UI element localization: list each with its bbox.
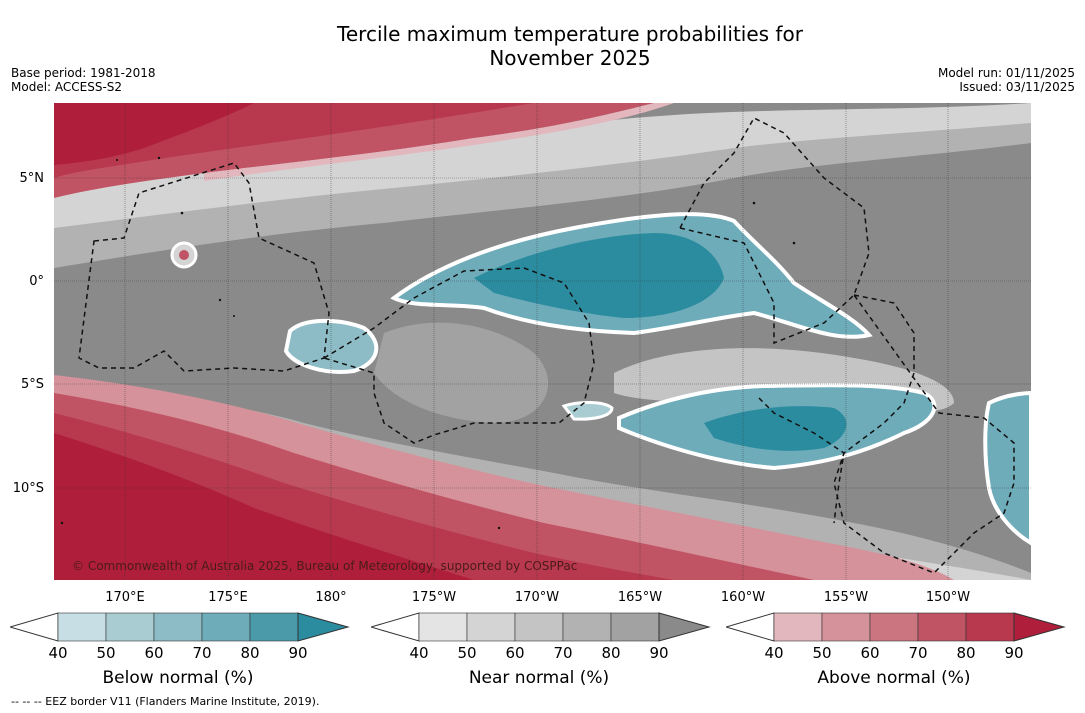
colorbar-above-seg-1 — [773, 612, 823, 642]
colorbar-above-seg-3 — [869, 612, 919, 642]
colorbar-below-seg-5 — [249, 612, 299, 642]
colorbar-near-seg-4 — [562, 612, 612, 642]
cbar-below-label: 70 — [192, 644, 212, 662]
map-svg — [54, 103, 1031, 580]
cbar-above-label: 60 — [860, 644, 880, 662]
base-period: Base period: 1981-2018 — [11, 66, 156, 80]
lon-tick-160w: 160°W — [720, 590, 766, 605]
cbar-below-label: 80 — [240, 644, 260, 662]
cbar-near-label: 70 — [553, 644, 573, 662]
meta-right: Model run: 01/11/2025 Issued: 03/11/2025 — [938, 66, 1075, 94]
probability-map — [54, 103, 1031, 580]
colorbar-near-seg-3 — [514, 612, 564, 642]
title-line-1: Tercile maximum temperature probabilitie… — [337, 22, 803, 46]
model-run: Model run: 01/11/2025 — [937, 66, 1075, 80]
colorbar-below-svg — [8, 612, 350, 642]
colorbar-above-normal — [724, 612, 1066, 646]
colorbar-below-seg-2 — [105, 612, 155, 642]
lat-tick-5n: 5°N — [19, 171, 45, 186]
red-north-light — [204, 103, 674, 181]
colorbar-near-overflow — [658, 612, 711, 642]
colorbar-near-underflow — [369, 612, 420, 642]
eez-footnote: -- -- -- EEZ border V11 (Flanders Marine… — [11, 695, 320, 708]
cbar-above-label: 90 — [1004, 644, 1024, 662]
lon-tick-150w: 150°W — [925, 590, 971, 605]
grey-patch-mid — [374, 322, 549, 423]
model-name: Model: ACCESS-S2 — [11, 80, 123, 94]
copyright-notice: © Commonwealth of Australia 2025, Bureau… — [72, 559, 578, 573]
colorbar-above-title: Above normal (%) — [817, 668, 971, 688]
title-line-2: November 2025 — [489, 46, 651, 70]
grey-band-light-north — [54, 103, 1031, 228]
lon-tick-180: 180° — [315, 590, 347, 605]
colorbar-near-seg-2 — [466, 612, 516, 642]
eez-borders — [78, 117, 1015, 574]
colorbar-above-seg-5 — [965, 612, 1015, 642]
cbar-near-label: 50 — [457, 644, 477, 662]
red-north-darkest — [54, 103, 254, 165]
colorbar-below-seg-1 — [57, 612, 107, 642]
lon-tick-175w: 175°W — [411, 590, 457, 605]
cbar-below-label: 60 — [144, 644, 164, 662]
grey-band-north — [54, 103, 1031, 268]
colorbar-below-seg-4 — [201, 612, 251, 642]
colorbar-below-overflow — [297, 612, 350, 642]
colorbar-near-title: Near normal (%) — [468, 668, 610, 688]
colorbar-near-seg-1 — [418, 612, 468, 642]
lon-tick-165w: 165°W — [617, 590, 663, 605]
teal-southeast-dark — [704, 406, 847, 451]
colorbar-below-underflow — [8, 612, 59, 642]
colorbar-below-title: Below normal (%) — [102, 668, 254, 688]
red-south-darkest — [54, 433, 474, 580]
lon-tick-170e: 170°E — [105, 590, 145, 605]
coastline-specks — [60, 156, 796, 530]
colorbar-above-underflow — [724, 612, 775, 642]
issued-date: Issued: 03/11/2025 — [959, 80, 1075, 94]
colorbar-below-seg-3 — [153, 612, 203, 642]
cbar-near-label: 90 — [649, 644, 669, 662]
lat-tick-0: 0° — [29, 274, 44, 289]
lat-tick-5s: 5°S — [20, 377, 44, 392]
colorbar-above-seg-4 — [917, 612, 967, 642]
cbar-above-label: 80 — [956, 644, 976, 662]
lon-tick-155w: 155°W — [823, 590, 869, 605]
cbar-above-label: 40 — [764, 644, 784, 662]
colorbar-above-svg — [724, 612, 1066, 642]
graticule — [54, 103, 1031, 580]
island-red — [179, 250, 189, 260]
lon-tick-170w: 170°W — [514, 590, 560, 605]
colorbar-above-overflow — [1013, 612, 1066, 642]
cbar-above-label: 70 — [908, 644, 928, 662]
teal-small — [561, 401, 614, 421]
colorbar-near-normal — [369, 612, 711, 646]
meta-left: Base period: 1981-2018 Model: ACCESS-S2 — [11, 66, 156, 94]
teal-central-dark — [474, 233, 724, 318]
cbar-near-label: 40 — [409, 644, 429, 662]
colorbar-below-normal — [8, 612, 350, 646]
cbar-below-label: 40 — [48, 644, 68, 662]
cbar-below-label: 50 — [96, 644, 116, 662]
lon-tick-175e: 175°E — [208, 590, 248, 605]
cbar-above-label: 50 — [812, 644, 832, 662]
cbar-near-label: 80 — [601, 644, 621, 662]
colorbar-above-seg-2 — [821, 612, 871, 642]
colorbar-near-svg — [369, 612, 711, 642]
teal-west — [283, 318, 379, 374]
teal-east — [983, 390, 1031, 546]
colorbar-near-seg-5 — [610, 612, 660, 642]
lat-tick-10s: 10°S — [12, 481, 44, 496]
cbar-below-label: 90 — [288, 644, 308, 662]
cbar-near-label: 60 — [505, 644, 525, 662]
map-title: Tercile maximum temperature probabilitie… — [0, 22, 1085, 70]
